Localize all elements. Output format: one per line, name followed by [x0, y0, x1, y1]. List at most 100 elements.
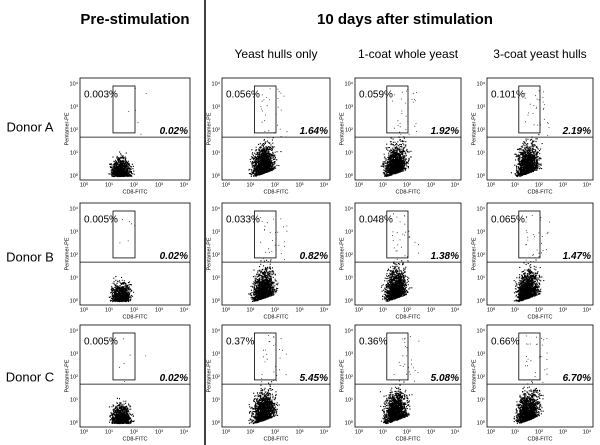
lower-percent: 0.02% [160, 373, 188, 384]
x-tick-label: 10¹ [379, 307, 387, 313]
x-tick-label: 10⁴ [180, 181, 189, 188]
x-tick-label: 10² [271, 307, 279, 313]
gate [253, 332, 277, 381]
y-tick-label: 10³ [477, 229, 485, 235]
lower-percent: 0.02% [160, 251, 188, 262]
y-axis-label: Pentamer-PE [206, 237, 212, 270]
y-tick-label: 10³ [477, 104, 485, 110]
x-tick-label: 10⁴ [320, 306, 329, 313]
y-axis-label: Pentamer-PE [339, 112, 345, 145]
y-tick-label: 10³ [212, 104, 220, 110]
x-tick-label: 10³ [559, 182, 567, 188]
x-tick-label: 10⁴ [583, 181, 592, 188]
y-tick-label: 10⁰ [212, 419, 221, 426]
plot-frame [354, 324, 462, 428]
lower-percent: 1.38% [431, 251, 459, 262]
x-tick-label: 10⁴ [583, 428, 592, 435]
y-axis-label: Pentamer-PE [64, 237, 70, 270]
y-tick-label: 10⁰ [70, 297, 79, 304]
lower-percent: 2.19% [562, 126, 591, 137]
x-tick-label: 10³ [427, 307, 435, 313]
y-tick-label: 10⁰ [345, 297, 354, 304]
x-axis-label: CD8-FITC [122, 314, 147, 320]
gate [518, 210, 541, 259]
y-tick-label: 10² [70, 127, 78, 133]
y-axis-label: Pentamer-PE [339, 237, 345, 270]
plot-frame [354, 202, 462, 306]
donor-label: Donor B [6, 249, 54, 264]
y-tick-label: 10⁰ [212, 297, 221, 304]
x-tick-label: 10³ [427, 429, 435, 435]
plot-frame [79, 77, 191, 181]
x-tick-label: 10³ [296, 182, 304, 188]
x-tick-label: 10³ [296, 307, 304, 313]
y-tick-label: 10² [477, 127, 485, 133]
x-tick-label: 10¹ [247, 307, 255, 313]
y-tick-label: 10⁴ [70, 205, 79, 212]
y-tick-label: 10⁴ [212, 205, 221, 212]
y-tick-label: 10³ [345, 351, 353, 357]
x-tick-label: 10¹ [105, 429, 113, 435]
upper-percent: 0.37% [226, 337, 254, 348]
dot-cloud [379, 336, 420, 425]
y-tick-label: 10² [345, 252, 353, 258]
lower-percent: 1.64% [300, 126, 328, 137]
x-tick-label: 10² [403, 182, 411, 188]
y-tick-label: 10⁰ [477, 297, 486, 304]
y-tick-label: 10⁴ [212, 80, 221, 87]
y-tick-label: 10¹ [212, 150, 220, 156]
x-tick-label: 10⁴ [451, 428, 460, 435]
plot-frame [354, 77, 462, 181]
x-tick-label: 10⁰ [222, 181, 231, 188]
y-axis-label: Pentamer-PE [64, 359, 70, 392]
gate [386, 332, 409, 381]
plot-frame [79, 202, 191, 306]
x-axis-label: CD8-FITC [395, 314, 420, 320]
x-tick-label: 10¹ [379, 182, 387, 188]
donor-label: Donor A [7, 119, 54, 134]
y-tick-label: 10² [70, 374, 78, 380]
x-tick-label: 10² [535, 307, 543, 313]
x-tick-label: 10³ [559, 429, 567, 435]
y-tick-label: 10¹ [477, 150, 485, 156]
y-tick-label: 10⁴ [345, 205, 354, 212]
x-tick-label: 10⁴ [451, 306, 460, 313]
x-tick-label: 10⁰ [355, 428, 364, 435]
y-tick-label: 10⁰ [345, 419, 354, 426]
x-tick-label: 10¹ [105, 307, 113, 313]
x-tick-label: 10² [271, 182, 279, 188]
x-tick-label: 10¹ [511, 429, 519, 435]
dot-cloud [248, 335, 287, 425]
x-tick-label: 10⁴ [583, 306, 592, 313]
x-tick-label: 10⁴ [180, 428, 189, 435]
y-axis-label: Pentamer-PE [339, 359, 345, 392]
upper-percent: 0.003% [84, 90, 118, 101]
y-tick-label: 10³ [477, 351, 485, 357]
gate [386, 85, 409, 134]
x-axis-label: CD8-FITC [395, 189, 420, 195]
x-axis-label: CD8-FITC [122, 436, 147, 442]
x-tick-label: 10⁰ [355, 306, 364, 313]
y-tick-label: 10⁰ [70, 172, 79, 179]
dot-cloud [248, 217, 288, 302]
dot-cloud [513, 215, 550, 303]
dot-cloud [380, 89, 417, 177]
x-tick-label: 10² [130, 429, 138, 435]
plot-frame [221, 77, 331, 181]
x-tick-label: 10² [403, 307, 411, 313]
dot-cloud [108, 338, 147, 425]
x-tick-label: 10³ [155, 182, 163, 188]
x-tick-label: 10² [403, 429, 411, 435]
x-tick-label: 10² [535, 429, 543, 435]
x-tick-label: 10¹ [379, 429, 387, 435]
y-tick-label: 10⁰ [345, 172, 354, 179]
column-label: 1-coat whole yeast [358, 47, 459, 61]
y-tick-label: 10⁴ [212, 327, 221, 334]
y-tick-label: 10³ [212, 229, 220, 235]
upper-percent: 0.033% [226, 215, 260, 226]
y-tick-label: 10¹ [70, 150, 78, 156]
dot-cloud [380, 213, 420, 302]
y-tick-label: 10¹ [212, 275, 220, 281]
upper-percent: 0.048% [359, 215, 393, 226]
